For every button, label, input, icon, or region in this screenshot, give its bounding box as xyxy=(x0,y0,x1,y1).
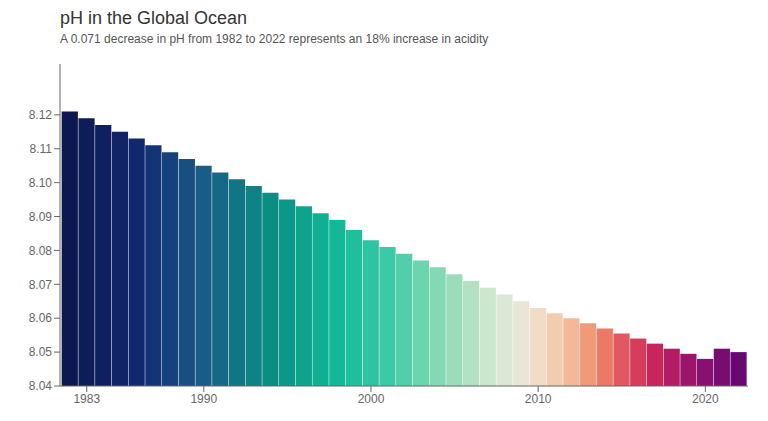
svg-text:8.12: 8.12 xyxy=(29,108,53,122)
svg-text:1990: 1990 xyxy=(190,392,217,406)
html-text:pH in the Global Ocean: pH in the Global Ocean xyxy=(60,8,248,28)
svg-text:1983: 1983 xyxy=(73,392,100,406)
svg-text:2000: 2000 xyxy=(358,392,385,406)
svg-text:2010: 2010 xyxy=(525,392,552,406)
svg-text:8.08: 8.08 xyxy=(29,244,53,258)
svg-text:8.07: 8.07 xyxy=(29,278,53,292)
svg-text:8.05: 8.05 xyxy=(29,345,53,359)
svg-text:8.09: 8.09 xyxy=(29,210,53,224)
svg-text:8.10: 8.10 xyxy=(29,176,53,190)
html-text:A 0.071 decrease in pH from 19: A 0.071 decrease in pH from 1982 to 2022… xyxy=(60,32,489,46)
svg-text:8.11: 8.11 xyxy=(30,142,53,156)
svg-text:2020: 2020 xyxy=(692,392,719,406)
svg-text:8.06: 8.06 xyxy=(29,311,53,325)
svg-text:8.04: 8.04 xyxy=(29,379,53,393)
